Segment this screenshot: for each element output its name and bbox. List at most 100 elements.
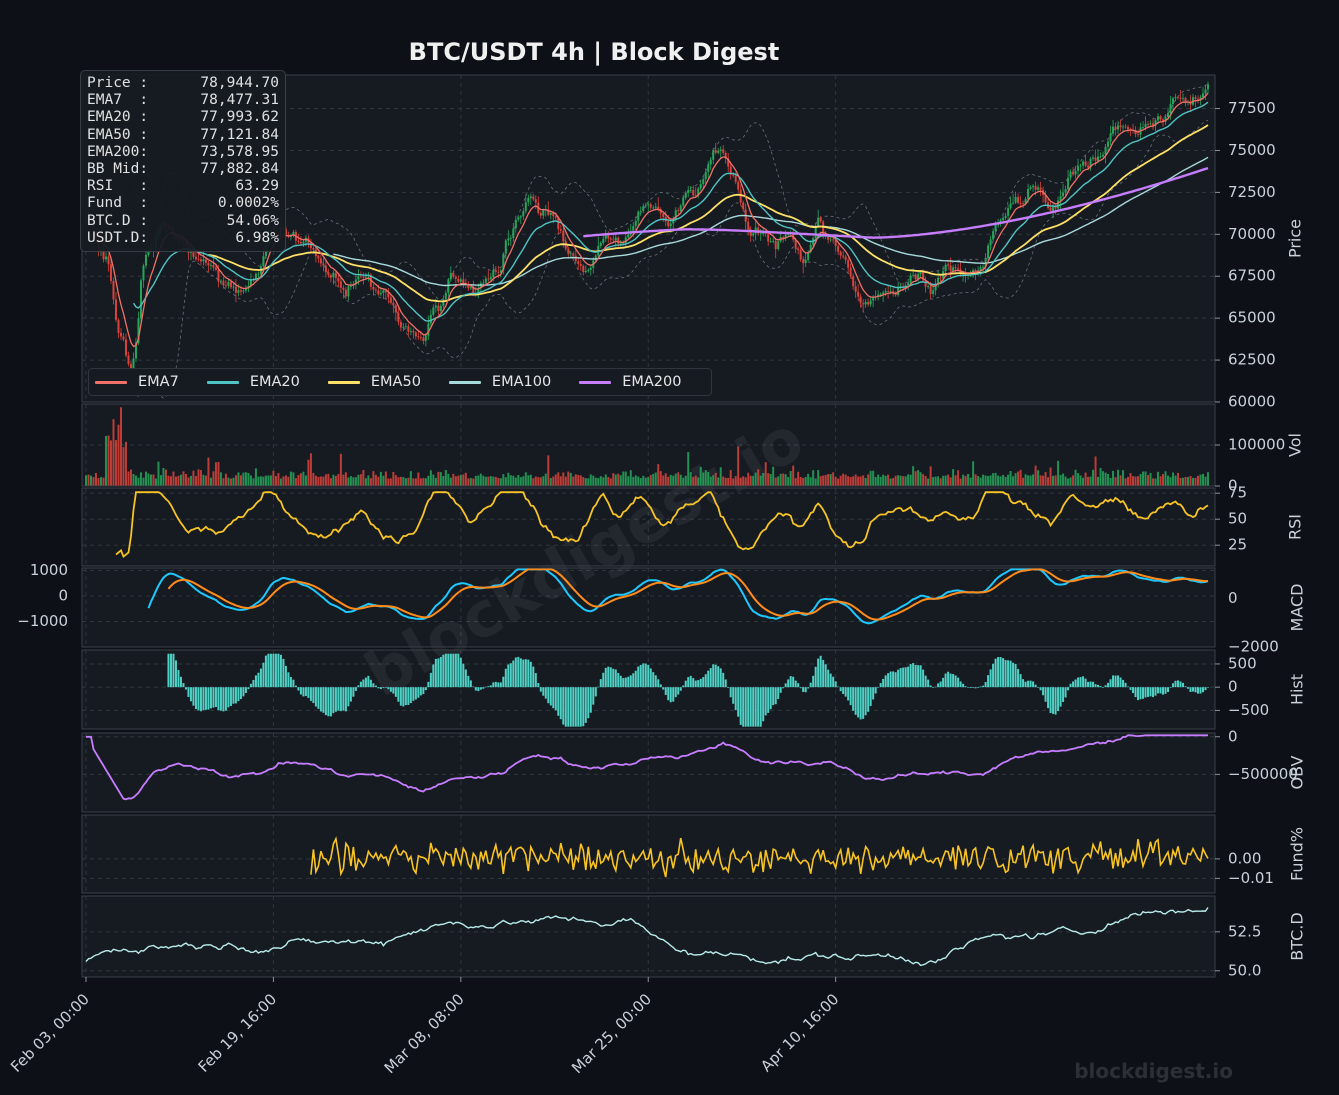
hist-bar xyxy=(987,675,990,688)
candle-body xyxy=(1054,206,1057,209)
volume-bar xyxy=(749,475,752,486)
hist-bar xyxy=(1192,687,1195,692)
candle-body xyxy=(619,243,622,245)
hist-bar xyxy=(872,687,875,700)
candle-body xyxy=(1142,127,1145,128)
hist-bar xyxy=(804,687,807,693)
volume-bar xyxy=(534,476,537,486)
info-value: 77,882.84 xyxy=(200,161,279,178)
volume-bar xyxy=(622,471,625,486)
hist-bar xyxy=(864,687,867,716)
volume-bar xyxy=(262,476,265,486)
volume-bar xyxy=(464,472,467,486)
hist-bar xyxy=(294,685,297,688)
candle-body xyxy=(227,282,230,286)
candle-body xyxy=(784,234,787,239)
hist-bar xyxy=(1037,686,1040,688)
volume-bar xyxy=(132,473,135,486)
hist-bar xyxy=(977,687,980,688)
hist-bar xyxy=(264,655,267,688)
volume-bar xyxy=(219,472,222,486)
candle-body xyxy=(702,179,705,185)
hist-bar xyxy=(584,687,587,723)
volume-bar xyxy=(352,477,355,486)
hist-bar xyxy=(757,687,760,727)
hist-bar xyxy=(514,657,517,688)
candle-body xyxy=(827,235,830,240)
volume-bar xyxy=(969,477,972,486)
volume-bar xyxy=(1124,478,1127,486)
hist-bar xyxy=(1117,675,1120,688)
candle-body xyxy=(1149,123,1152,125)
candle-body xyxy=(472,287,475,295)
hist-bar xyxy=(474,687,477,691)
hist-bar xyxy=(614,669,617,688)
volume-bar xyxy=(704,470,707,486)
candle-body xyxy=(604,235,607,239)
info-row: Fund : 0.0002% xyxy=(87,195,279,212)
volume-bar xyxy=(424,478,427,486)
hist-bar xyxy=(654,675,657,688)
volume-bar xyxy=(404,478,407,486)
hist-bar xyxy=(549,687,552,706)
candle-body xyxy=(752,233,755,236)
hist-bar xyxy=(197,687,200,711)
volume-bar xyxy=(172,471,175,486)
hist-bar xyxy=(689,675,692,688)
volume-bar xyxy=(782,473,785,486)
volume-bar xyxy=(802,477,805,486)
hist-bar xyxy=(1204,687,1207,691)
volume-bar xyxy=(144,471,147,486)
candle-body xyxy=(952,267,955,271)
candle-body xyxy=(764,233,767,234)
hist-bar xyxy=(1109,679,1112,688)
volume-bar xyxy=(1002,474,1005,486)
volume-bar xyxy=(304,475,307,486)
volume-bar xyxy=(894,475,897,486)
candle-body xyxy=(392,302,395,306)
volume-bar xyxy=(167,475,170,486)
candle-body xyxy=(349,285,352,287)
legend-item: EMA200 xyxy=(579,374,681,390)
hist-bar xyxy=(829,673,832,688)
volume-bar xyxy=(239,475,242,486)
volume-bar xyxy=(212,471,215,486)
candle-body xyxy=(677,210,680,212)
volume-bar xyxy=(944,475,947,486)
volume-bar xyxy=(697,477,700,486)
hist-bar xyxy=(784,683,787,688)
candle-body xyxy=(114,299,117,320)
candle-body xyxy=(869,300,872,305)
volume-bar xyxy=(639,478,642,486)
hist-bar xyxy=(502,676,505,688)
hist-bar xyxy=(449,653,452,688)
hist-bar xyxy=(337,687,340,711)
volume-bar xyxy=(307,459,310,486)
volume-bar xyxy=(1092,469,1095,486)
candle-body xyxy=(344,289,347,297)
volume-bar xyxy=(1174,475,1177,486)
volume-bar xyxy=(254,468,257,486)
volume-bar xyxy=(242,472,245,486)
volume-bar xyxy=(822,475,825,486)
candle-body xyxy=(777,241,780,249)
chart-title: BTC/USDT 4h | Block Digest xyxy=(409,38,780,66)
volume-bar xyxy=(407,477,410,486)
candle-body xyxy=(434,305,437,308)
candle-body xyxy=(524,202,527,212)
hist-bar xyxy=(172,653,175,688)
candle-body xyxy=(442,299,445,306)
candle-body xyxy=(204,259,207,263)
hist-bar xyxy=(199,687,202,712)
volume-bar xyxy=(494,476,497,486)
hist-bar xyxy=(1074,679,1077,688)
volume-bar xyxy=(1137,476,1140,486)
volume-bar xyxy=(547,455,550,486)
volume-bar xyxy=(179,474,182,486)
hist-bar xyxy=(1002,658,1005,688)
hist-bar xyxy=(174,660,177,688)
legend-label: EMA50 xyxy=(370,374,421,390)
hist-bar xyxy=(744,687,747,727)
candle-body xyxy=(819,217,822,222)
volume-bar xyxy=(444,469,447,486)
